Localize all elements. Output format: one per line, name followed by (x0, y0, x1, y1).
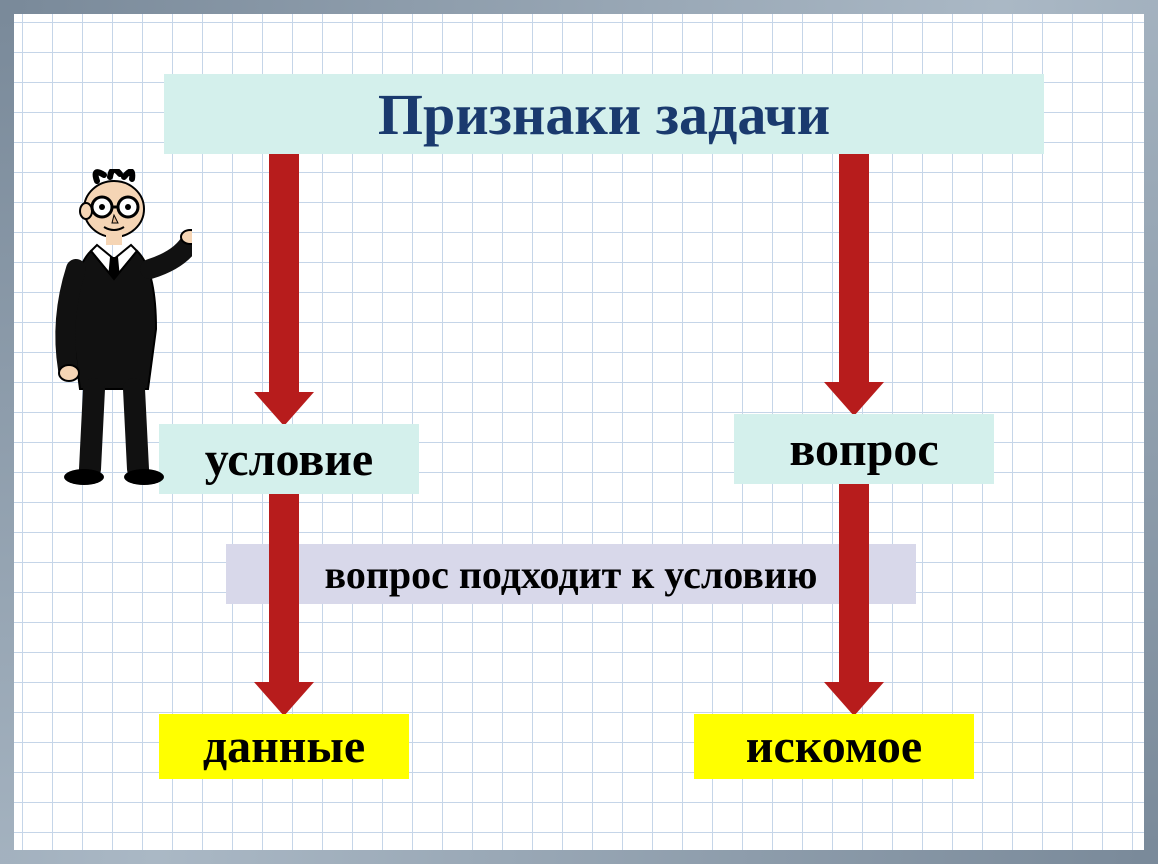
condition-box: условие (159, 424, 419, 494)
question-box: вопрос (734, 414, 994, 484)
diagram-content: Признаки задачи условие вопрос вопрос по… (14, 14, 1144, 850)
data-box: данные (159, 714, 409, 779)
middle-box: вопрос подходит к условию (226, 544, 916, 604)
sought-box: искомое (694, 714, 974, 779)
title-box: Признаки задачи (164, 74, 1044, 154)
character-icon (42, 169, 192, 489)
whiteboard: Признаки задачи условие вопрос вопрос по… (14, 14, 1144, 850)
